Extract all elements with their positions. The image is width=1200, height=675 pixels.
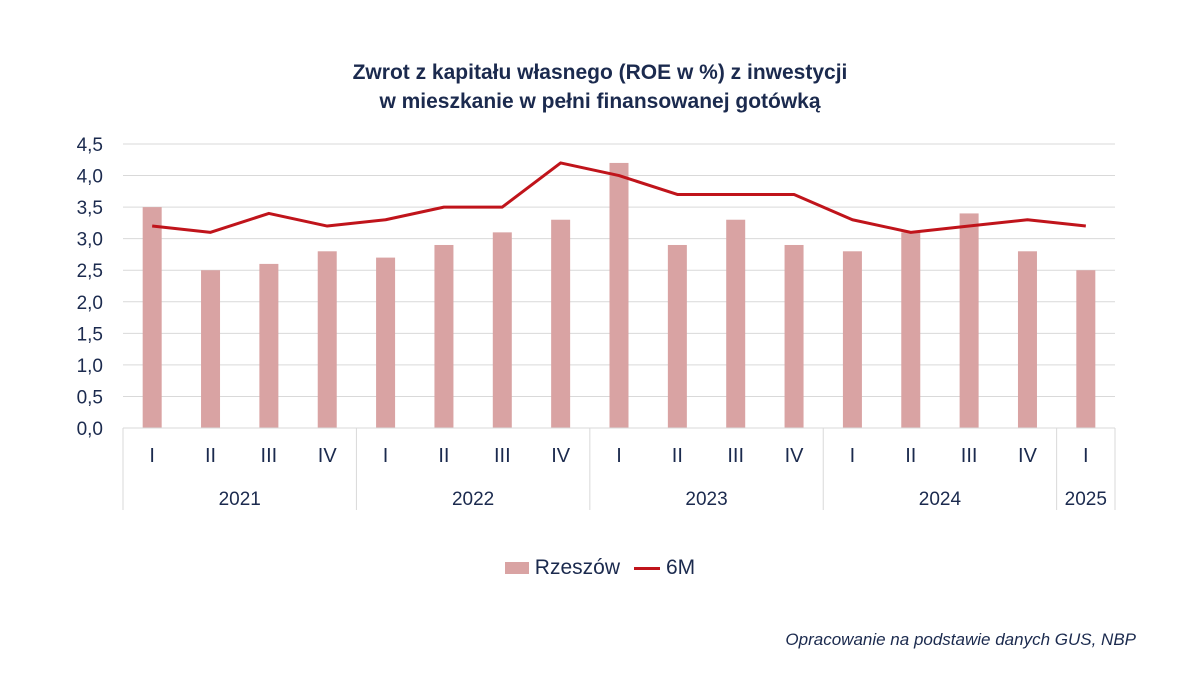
x-tick-label: III — [494, 445, 511, 467]
year-label: 2022 — [452, 489, 494, 510]
x-tick-label: I — [1083, 445, 1089, 467]
chart-title-line-2: w mieszkanie w pełni finansowanej gotówk… — [379, 90, 821, 113]
y-tick-label: 3,0 — [77, 230, 103, 251]
y-tick-label: 4,0 — [77, 167, 103, 188]
legend-item-line: 6M — [634, 556, 695, 580]
x-tick-label: IV — [551, 445, 571, 467]
legend-item-bar: Rzeszów — [504, 556, 620, 580]
bar — [317, 251, 337, 428]
bar — [434, 244, 454, 428]
chart-area: 0,00,51,01,52,02,53,03,54,04,5I II III IV I I… — [77, 135, 1116, 510]
bar — [142, 207, 162, 428]
x-tick-label: I — [149, 445, 155, 467]
x-tick-label: III — [727, 445, 744, 467]
bar — [784, 244, 804, 428]
bar — [609, 162, 629, 428]
y-tick-label: 4,5 — [77, 135, 103, 156]
x-tick-label: III — [961, 445, 978, 467]
x-tick-label: I — [383, 445, 389, 467]
bar — [959, 213, 979, 428]
bar — [901, 232, 921, 428]
x-tick-label: II — [438, 445, 449, 467]
source-note: Opracowanie na podstawie danych GUS, NBP — [785, 630, 1136, 649]
y-tick-label: 2,0 — [77, 293, 103, 314]
bar — [551, 219, 571, 428]
x-tick-label: IV — [318, 445, 338, 467]
series-line-6m — [152, 161, 1086, 234]
chart-title: Zwrot z kapitału własnego (ROE w %) z in… — [0, 58, 1200, 116]
bar — [201, 270, 221, 428]
legend-bar-swatch — [504, 562, 529, 574]
year-label: 2025 — [1065, 489, 1107, 510]
x-tick-label: II — [205, 445, 216, 467]
bar — [842, 251, 862, 428]
legend: Rzeszów 6M — [0, 556, 1200, 580]
x-tick-label: II — [672, 445, 683, 467]
x-tick-label: IV — [785, 445, 805, 467]
legend-bar-label: Rzeszów — [534, 556, 620, 579]
y-tick-label: 1,5 — [77, 324, 103, 345]
chart-title-line-1: Zwrot z kapitału własnego (ROE w %) z in… — [352, 61, 848, 84]
x-tick-label: I — [616, 445, 622, 467]
year-label: 2024 — [919, 489, 962, 510]
y-tick-label: 3,5 — [77, 198, 103, 219]
y-tick-label: 2,5 — [77, 261, 103, 282]
x-tick-label: I — [850, 445, 856, 467]
y-tick-label: 1,0 — [77, 356, 103, 377]
x-tick-label: III — [261, 445, 278, 467]
y-tick-label: 0,5 — [77, 387, 103, 408]
legend-line-label: 6M — [666, 556, 696, 579]
year-label: 2023 — [685, 489, 727, 510]
bar — [492, 232, 512, 428]
bar — [376, 257, 396, 428]
bar — [1076, 270, 1096, 428]
x-tick-label: IV — [1018, 445, 1038, 467]
bar — [259, 263, 279, 428]
bar — [1017, 251, 1037, 428]
bar — [726, 219, 746, 428]
y-tick-label: 0,0 — [77, 419, 103, 440]
year-label: 2021 — [219, 489, 261, 510]
bar — [667, 244, 687, 428]
x-tick-label: II — [905, 445, 916, 467]
legend-line-swatch — [634, 566, 660, 570]
